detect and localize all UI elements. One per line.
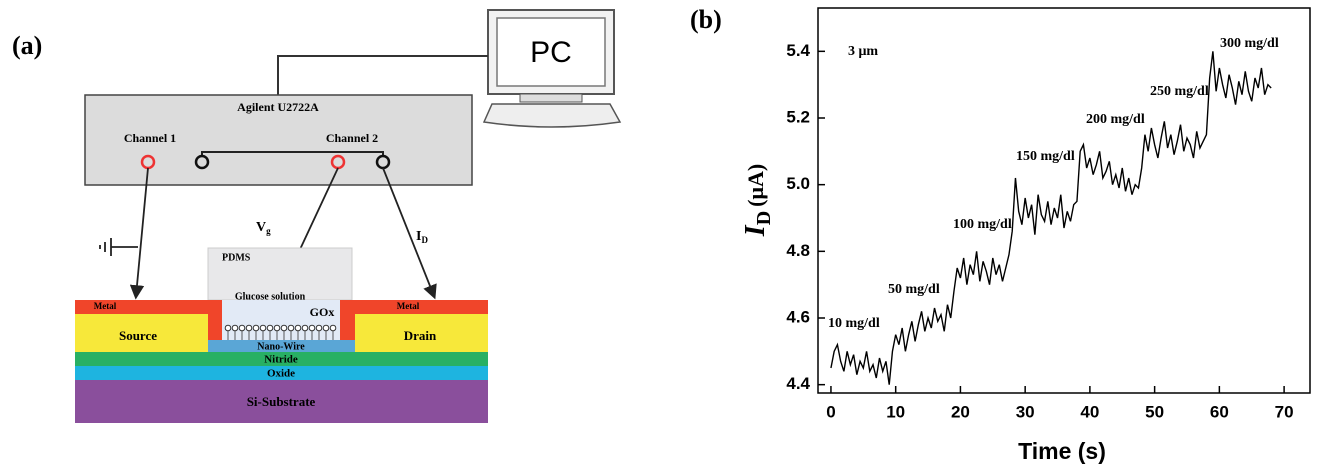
panel-label: (a) xyxy=(12,31,42,60)
annotation: 300 mg/dl xyxy=(1220,36,1279,51)
channel-label: Channel 1 xyxy=(124,131,176,145)
symbol: V xyxy=(256,220,266,235)
keyboard xyxy=(482,103,622,128)
x-tick-label: 30 xyxy=(1016,402,1035,421)
layer-label: Metal xyxy=(397,301,420,311)
subscript: D xyxy=(421,235,428,245)
ground-symbol xyxy=(99,238,138,256)
molecule xyxy=(266,324,274,332)
layer-label: Nano-Wire xyxy=(257,341,305,352)
enzyme-layer xyxy=(224,324,337,340)
molecule xyxy=(315,324,323,332)
drain xyxy=(355,314,488,352)
x-tick-label: 50 xyxy=(1145,402,1164,421)
metal xyxy=(340,314,355,340)
x-tick-label: 10 xyxy=(886,402,905,421)
symbol: I xyxy=(740,224,771,237)
y-tick-label: 4.8 xyxy=(786,241,810,260)
gate-voltage-label: Vg xyxy=(256,220,271,236)
nanowire xyxy=(208,340,355,352)
layer-label: PDMS xyxy=(222,252,251,263)
channel-label: Channel 2 xyxy=(326,131,378,145)
layer-label: Glucose solution xyxy=(235,291,306,302)
x-tick-label: 70 xyxy=(1275,402,1294,421)
probe-wire xyxy=(382,167,437,300)
monitor-stand xyxy=(519,93,583,103)
molecule xyxy=(308,324,316,332)
metal xyxy=(340,300,488,314)
probe-wire xyxy=(129,167,149,300)
source xyxy=(75,314,208,352)
molecule xyxy=(280,324,288,332)
terminal xyxy=(375,154,391,170)
unit: (μA) xyxy=(743,164,768,207)
data-line xyxy=(830,51,1272,385)
x-tick-label: 20 xyxy=(951,402,970,421)
annotation: 250 mg/dl xyxy=(1150,84,1209,99)
y-tick-label: 5.4 xyxy=(786,41,810,60)
x-axis-label: Time (s) xyxy=(1018,438,1106,464)
annotation: 50 mg/dl xyxy=(888,282,940,297)
molecule xyxy=(322,324,330,332)
layer-label: GOx xyxy=(310,305,335,319)
screen xyxy=(496,17,606,87)
x-tick-label: 0 xyxy=(826,402,835,421)
layer-label: Si-Substrate xyxy=(247,394,316,409)
oxide xyxy=(75,366,488,380)
pc-label: PC xyxy=(530,36,572,69)
layer-label: Drain xyxy=(404,328,437,343)
molecule xyxy=(238,324,246,332)
symbol: I xyxy=(416,229,421,244)
molecule xyxy=(245,324,253,332)
layer-label: Source xyxy=(119,328,157,343)
plot-frame xyxy=(817,7,1311,394)
chart: 0 10 20 30 40 50 60 70 4.4 4.6 4.8 5.0 5.2 5.4 Time (s… xyxy=(740,7,1311,464)
subscript: g xyxy=(266,226,271,236)
x-tick-label: 60 xyxy=(1210,402,1229,421)
annotation: 10 mg/dl xyxy=(828,316,880,331)
x-tick-label: 40 xyxy=(1080,402,1099,421)
cable xyxy=(277,55,488,95)
layer-label: Oxide xyxy=(267,368,295,380)
layer-label: Nitride xyxy=(264,354,298,366)
subscript: D xyxy=(753,211,775,225)
molecule xyxy=(294,324,302,332)
annotation: 200 mg/dl xyxy=(1086,112,1145,127)
metal xyxy=(208,314,222,340)
terminal xyxy=(194,154,210,170)
molecule xyxy=(252,324,260,332)
annotation: 100 mg/dl xyxy=(953,217,1012,232)
y-tick-label: 4.4 xyxy=(786,374,810,393)
substrate xyxy=(75,380,488,423)
layer-label: Metal xyxy=(94,301,117,311)
metal xyxy=(75,300,222,314)
molecule xyxy=(273,324,281,332)
drain-current-label: ID xyxy=(416,229,428,245)
instrument-label: Agilent U2722A xyxy=(237,100,319,114)
y-axis-label: ID (μA) xyxy=(740,164,774,237)
molecule xyxy=(231,324,239,332)
molecule xyxy=(301,324,309,332)
molecule xyxy=(287,324,295,332)
panel-label: (b) xyxy=(690,5,722,34)
y-tick-label: 5.0 xyxy=(786,174,810,193)
instrument-box xyxy=(84,94,473,186)
annotation: 3 μm xyxy=(848,44,878,59)
molecule xyxy=(224,324,232,332)
y-tick-label: 5.2 xyxy=(786,107,810,126)
molecule xyxy=(259,324,267,332)
nitride xyxy=(75,352,488,366)
molecule xyxy=(329,324,337,332)
annotation: 150 mg/dl xyxy=(1016,149,1075,164)
y-tick-label: 4.6 xyxy=(786,307,810,326)
